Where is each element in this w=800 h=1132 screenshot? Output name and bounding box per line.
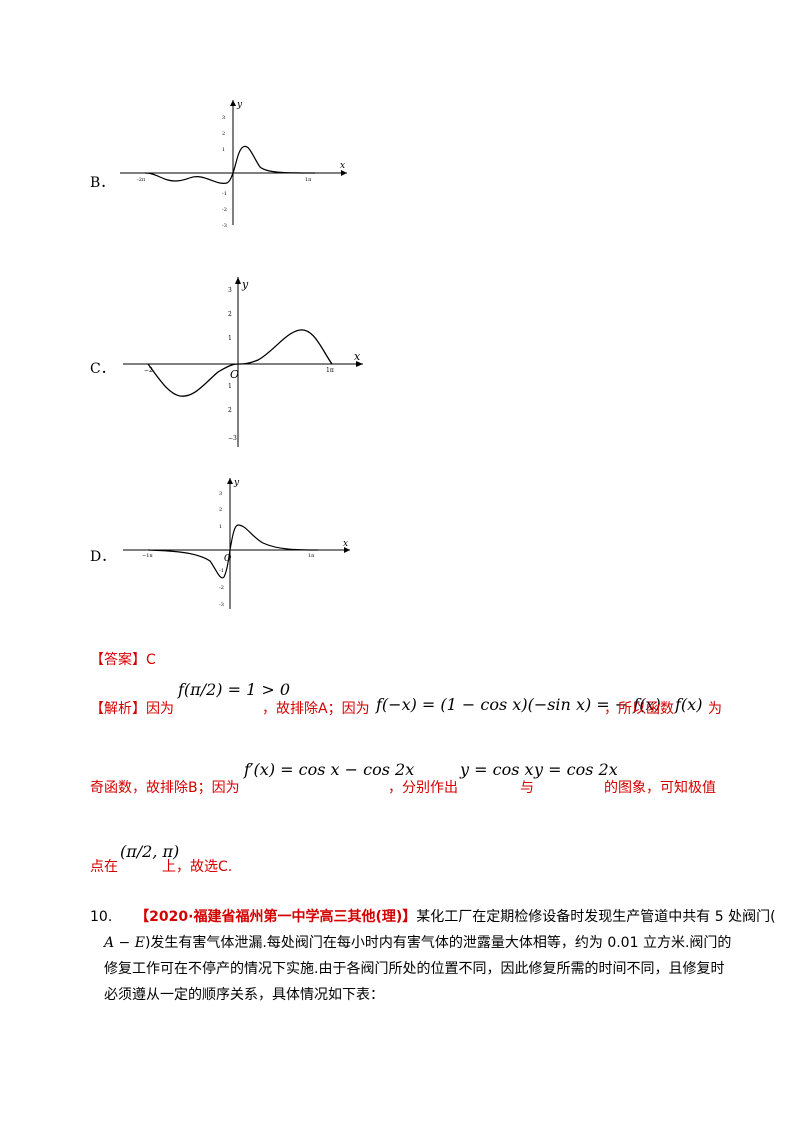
- y-tick-label: 1: [228, 335, 232, 342]
- analysis-text-2: ，故排除A；因为: [262, 701, 370, 717]
- question-line-3: 修复工作可在不停产的情况下实施.由于各阀门所处的位置不同，因此修复所需的时间不同…: [104, 961, 725, 977]
- x-tick-left: -2π: [137, 177, 146, 183]
- x-axis-label: x: [354, 350, 361, 363]
- x-axis-label: x: [340, 161, 345, 171]
- formula-fx: f(x): [675, 695, 703, 714]
- question-line-4: 必须遵从一定的顺序关系，具体情况如下表：: [104, 987, 384, 1003]
- graph-b: y x -2π 1π 3 2 1 -1 -2 -3: [120, 100, 347, 229]
- y-tick-label: 3: [228, 287, 232, 294]
- y-tick-label: −3: [228, 435, 237, 442]
- x-tick-left: −2: [144, 367, 153, 374]
- formula-cos2x: y = cos 2x: [534, 760, 618, 779]
- y-tick-label: 3: [219, 491, 222, 497]
- y-axis-label: y: [233, 478, 240, 488]
- y-axis-label: y: [236, 100, 243, 110]
- question-source: 【2020·福建省福州第一中学高三其他(理)】: [135, 909, 417, 925]
- origin-label: O: [230, 368, 239, 381]
- analysis-text-4: 为: [708, 701, 722, 717]
- y-tick-label: 1: [228, 383, 232, 390]
- y-tick-label: 2: [222, 131, 225, 137]
- analysis-line-1: 【解析】因为: [90, 698, 174, 718]
- y-tick-label: 3: [222, 115, 225, 121]
- option-b-label: B．: [90, 175, 115, 191]
- y-tick-label: -1: [222, 191, 227, 197]
- y-tick-label: -2: [219, 585, 224, 591]
- analysis-text-8: 的图象，可知极值: [604, 780, 716, 796]
- y-tick-label: 1: [219, 524, 222, 530]
- question-10: 10. 【2020·福建省福州第一中学高三其他(理)】某化工厂在定期检修设备时发…: [90, 904, 776, 1008]
- y-tick-label: -3: [219, 602, 224, 608]
- x-tick-right: 1π: [326, 367, 334, 374]
- analysis-text-10: 上，故选C.: [162, 859, 233, 875]
- y-tick-label: 2: [219, 507, 222, 513]
- y-tick-label: -2: [222, 207, 227, 213]
- formula-f-pi-half: f(π/2) = 1 > 0: [178, 680, 298, 718]
- formula-odd: f(−x) = (1 − cos x)(−sin x) = − f(x): [376, 695, 661, 714]
- analysis-text-5: 奇函数，故排除B；因为: [90, 780, 240, 796]
- x-axis-label: x: [343, 539, 348, 549]
- analysis-text-6: ，分别作出: [388, 780, 458, 796]
- answer-prefix: 【答案】: [90, 652, 146, 668]
- curve-d: [147, 524, 319, 579]
- question-number: 10.: [90, 909, 113, 925]
- origin-label: O: [224, 554, 232, 564]
- option-d-label: D．: [90, 549, 116, 565]
- x-tick-right: 1π: [308, 553, 315, 559]
- analysis-text-7: 与: [520, 780, 534, 796]
- y-tick-label: 1: [222, 147, 225, 153]
- curve-c: [147, 329, 333, 397]
- y-tick-label: -3: [222, 223, 227, 229]
- analysis-text-3: ，所以函数: [604, 701, 674, 717]
- question-line-1: 某化工厂在定期检修设备时发现生产管道中共有 5 处阀门(: [416, 909, 776, 925]
- graph-d: y x O −1π 1π 3 2 1 -1 -2 -3: [123, 478, 350, 609]
- analysis-text: 因为: [146, 701, 174, 717]
- answer: 【答案】C: [90, 649, 156, 669]
- answer-value: C: [146, 652, 156, 668]
- y-tick-label: -1: [219, 568, 224, 574]
- formula-interval: (π/2, π): [120, 842, 180, 861]
- question-var: A − E: [104, 935, 145, 951]
- graph-c: y x O −2 1π 3 2 1 1 2 −3: [123, 277, 363, 447]
- analysis-prefix: 【解析】: [90, 701, 146, 717]
- formula-derivative: f′(x) = cos x − cos 2x: [244, 760, 415, 779]
- y-tick-label: 2: [228, 311, 232, 318]
- x-tick-left: −1π: [142, 553, 153, 559]
- curve-b: [144, 145, 316, 184]
- x-tick-right: 1π: [305, 177, 312, 183]
- y-axis-label: y: [241, 278, 249, 291]
- analysis-text-9: 点在: [90, 859, 118, 875]
- option-c-label: C．: [90, 361, 115, 377]
- y-tick-label: 2: [228, 407, 232, 414]
- question-line-2: )发生有害气体泄漏.每处阀门在每小时内有害气体的泄露量大体相等，约为 0.01 …: [144, 935, 732, 951]
- formula-cosx: y = cos x: [460, 760, 534, 779]
